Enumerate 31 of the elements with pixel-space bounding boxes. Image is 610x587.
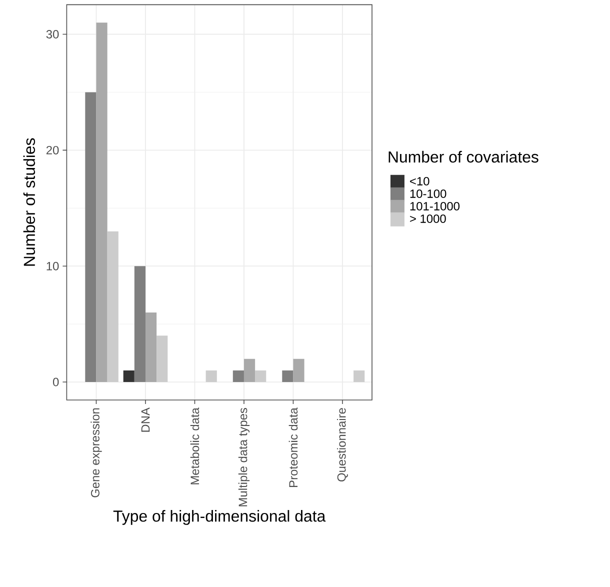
bar	[156, 336, 168, 382]
x-tick-label: Metabolic data	[190, 408, 200, 484]
bar	[282, 370, 294, 382]
x-tick-label: Gene expression	[90, 408, 102, 498]
bar	[123, 370, 134, 382]
y-tick-label: 0	[53, 378, 59, 386]
bar	[244, 358, 256, 382]
legend-title: Number of covariates	[388, 150, 538, 163]
x-tick-label: Questionnaire	[337, 408, 348, 482]
bar	[96, 22, 108, 382]
bar	[354, 370, 365, 382]
legend-label: 101-1000	[410, 202, 460, 210]
bar	[107, 231, 118, 382]
bar	[134, 266, 146, 382]
x-tick-label: Proteomic data	[288, 408, 298, 487]
x-axis-title: Type of high-dimensional data	[113, 510, 326, 525]
bar	[255, 370, 266, 382]
x-tick-label: DNA	[141, 408, 150, 432]
bar	[232, 370, 244, 382]
legend-label: 10-100	[410, 189, 446, 198]
y-axis-title: Number of studies	[23, 138, 36, 266]
bar	[85, 92, 96, 382]
bar	[206, 370, 217, 382]
y-tick-label: 20	[46, 146, 59, 154]
legend-label: > 1000	[410, 214, 446, 223]
y-tick-label: 10	[46, 262, 59, 270]
x-tick-label: Multiple data types	[238, 408, 250, 506]
legend-label: <10	[410, 176, 430, 186]
bar	[145, 312, 157, 382]
y-tick-label: 30	[46, 30, 59, 38]
bar	[293, 358, 304, 382]
